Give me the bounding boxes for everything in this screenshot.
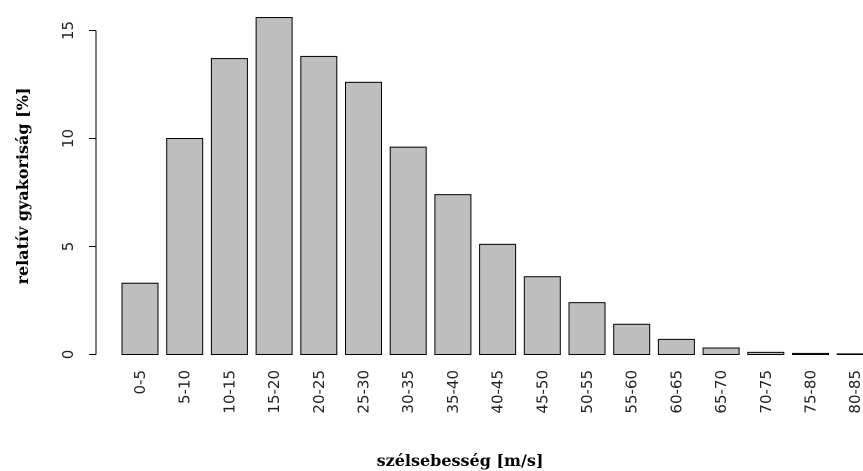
bar-55-60 [613,323,651,356]
y-tick-label-15: 15 [59,21,77,40]
bar-70-75 [747,351,785,355]
y-tick-label-10: 10 [59,129,77,148]
bars [121,17,863,356]
x-tick-label-35-40: 35-40 [444,370,462,414]
bar-10-15 [210,58,248,356]
bar-20-25 [300,55,338,355]
x-tick-label-30-35: 30-35 [399,370,417,414]
y-tick-label-5: 5 [59,242,77,252]
bar-0-5 [121,282,159,355]
x-tick-label-55-60: 55-60 [623,370,641,414]
x-tick-label-20-25: 20-25 [310,370,328,414]
x-tick-label-80-85: 80-85 [846,370,863,414]
bar-50-55 [568,302,606,356]
x-tick-label-40-45: 40-45 [489,370,507,414]
bar-15-20 [255,17,293,355]
x-tick-label-0-5: 0-5 [131,370,149,395]
bar-40-45 [479,243,517,355]
y-axis-title: relatív gyakoriság [%] [13,88,32,285]
x-tick-label-15-20: 15-20 [265,370,283,414]
y-axis: 0 5 10 15 [59,21,97,360]
x-tick-label-70-75: 70-75 [757,370,775,414]
x-tick-label-60-65: 60-65 [667,370,685,414]
x-tick-label-45-50: 45-50 [533,370,551,414]
x-axis-title: szélsebesség [m/s] [377,451,544,470]
bar-5-10 [166,138,204,355]
bar-45-50 [523,276,561,355]
bar-30-35 [389,146,427,355]
x-tick-label-5-10: 5-10 [176,370,194,404]
x-tick-label-50-55: 50-55 [578,370,596,414]
x-tick-labels: 0-5 5-10 10-15 15-20 20-25 25-30 30-35 35-40 40-… [131,370,863,414]
y-tick-label-0: 0 [59,350,77,360]
bar-60-65 [657,338,695,356]
x-tick-label-10-15: 10-15 [220,370,238,414]
x-tick-label-25-30: 25-30 [355,370,373,414]
bar-75-80 [792,352,829,356]
x-tick-label-65-70: 65-70 [712,370,730,414]
bar-80-85 [836,353,863,355]
x-tick-label-75-80: 75-80 [802,370,820,414]
bar-25-30 [345,81,382,355]
bar-65-70 [702,347,740,355]
bar-35-40 [434,194,472,355]
